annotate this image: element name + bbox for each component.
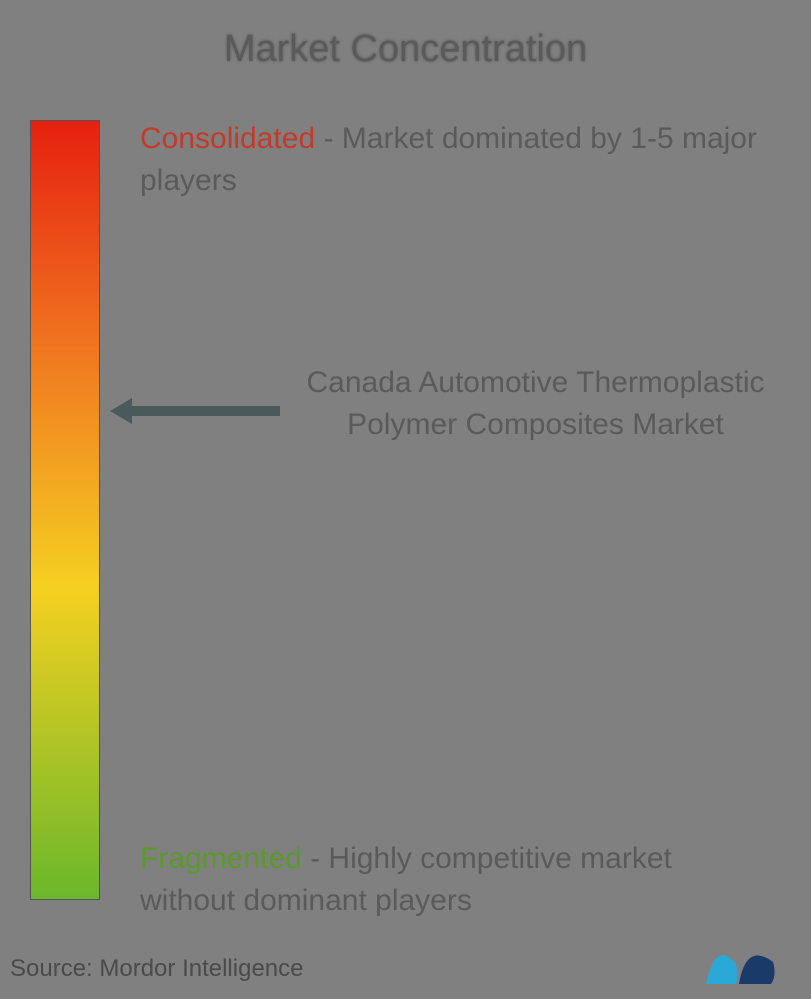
logo-right-shape	[739, 956, 775, 984]
consolidated-label: Consolidated - Market dominated by 1-5 m…	[140, 118, 771, 202]
concentration-gradient-bar	[30, 120, 100, 900]
page-title: Market Concentration	[0, 28, 811, 71]
mordor-logo-icon	[701, 934, 781, 989]
market-name-label: Canada Automotive Thermoplastic Polymer …	[300, 362, 771, 446]
logo-left-shape	[706, 955, 738, 984]
source-attribution: Source: Mordor Intelligence	[10, 955, 303, 983]
market-position-arrow	[110, 398, 280, 422]
arrow-shaft	[128, 406, 280, 416]
fragmented-term: Fragmented	[140, 842, 302, 875]
fragmented-label: Fragmented - Highly competitive market w…	[140, 838, 771, 922]
consolidated-term: Consolidated	[140, 122, 315, 155]
